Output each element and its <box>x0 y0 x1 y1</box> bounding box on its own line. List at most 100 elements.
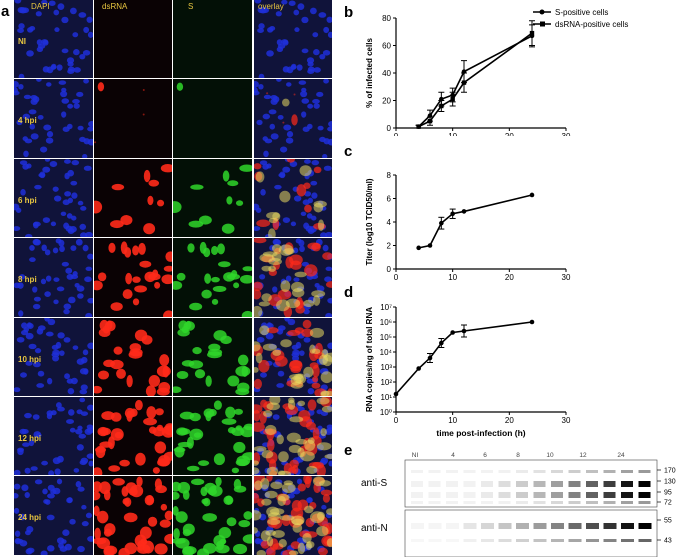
blot-band-s <box>586 481 598 487</box>
series-1-point <box>529 30 535 36</box>
blot-band-s <box>603 492 616 498</box>
blot-band-s <box>463 481 476 487</box>
blot-band-s <box>411 501 423 504</box>
blot-band-s <box>533 501 546 504</box>
blot-band-s <box>568 470 581 473</box>
rna-series-point <box>416 366 421 371</box>
panel-letter-b: b <box>344 4 354 21</box>
y-tick-label: 80 <box>382 14 391 23</box>
blot-band-s <box>621 470 633 473</box>
blot-band-s <box>428 501 441 504</box>
series-1-point <box>427 118 433 124</box>
blot-band-s <box>621 501 633 504</box>
lane-label: NI <box>412 452 419 459</box>
titer-series-point <box>439 220 444 226</box>
micrograph-s-10-hpi <box>173 317 252 396</box>
micrograph-overlay-10-hpi <box>253 317 332 396</box>
blot-band-s <box>638 501 651 504</box>
blot-band-n <box>428 523 442 529</box>
micrograph-s-ni <box>173 0 252 79</box>
series-1-point <box>450 96 455 102</box>
y-tick-label: 6 <box>387 195 392 204</box>
blot-band-s <box>621 492 633 498</box>
blot-band-n <box>446 539 459 542</box>
row-label: 6 hpi <box>18 195 37 205</box>
blot-band-s <box>551 492 563 498</box>
blot-band-n <box>638 523 652 529</box>
row-label: 10 hpi <box>18 354 42 364</box>
blot-band-s <box>603 501 616 504</box>
mw-marker: 130 <box>664 479 676 486</box>
series-1-point <box>461 80 467 85</box>
blot-band-s <box>516 481 528 487</box>
blot-band-s <box>586 470 598 473</box>
rna-series-point <box>439 340 444 346</box>
blot-band-n <box>603 523 617 529</box>
blot-band-s <box>446 470 458 473</box>
chart-rna-copies: 0 10 20 30 10⁰ 10¹ 10² 10³ 10⁴ 10⁵ 10⁶ 10⁷ RNA copie… <box>365 303 571 438</box>
micrograph-dsrna-4-hpi <box>93 79 172 158</box>
mw-marker: 72 <box>664 500 672 507</box>
y-tick-label: 20 <box>382 97 391 106</box>
anti-n-label: anti-N <box>361 523 388 534</box>
x-tick-label: 10 <box>448 273 457 281</box>
blot-band-s <box>638 481 651 487</box>
blot-band-n <box>498 539 512 542</box>
x-tick-label: 20 <box>505 132 514 136</box>
micrograph-dsrna-10-hpi <box>93 317 172 396</box>
blot-band-s <box>498 470 511 473</box>
lane-label: 8 <box>516 452 520 459</box>
rna-series-point <box>529 319 535 325</box>
row-label: 4 hpi <box>18 116 37 126</box>
y-tick-label: 10² <box>380 378 392 387</box>
blot-band-n <box>516 523 529 529</box>
micrograph-dapi-10-hpi <box>14 317 93 396</box>
row-label: 24 hpi <box>18 513 42 523</box>
blot-band-n <box>603 539 617 542</box>
blot-band-s <box>638 470 651 473</box>
x-tick-label: 30 <box>562 416 571 425</box>
micrograph-overlay-24-hpi <box>253 476 332 555</box>
blot-band-s <box>568 492 581 498</box>
micrograph-dapi-24-hpi <box>14 476 93 555</box>
x-tick-label: 0 <box>394 132 399 136</box>
micrograph-dapi-ni <box>14 0 93 79</box>
row-label: NI <box>18 37 26 46</box>
legend-marker <box>540 21 545 27</box>
micrograph-dsrna-24-hpi <box>93 476 172 555</box>
micrograph-dsrna-8-hpi <box>93 238 172 317</box>
series-1-point <box>439 103 444 109</box>
panel-letter-a: a <box>1 3 10 20</box>
micrograph-grid: NI 4 hpi 6 hpi 8 hpi 10 hpi 12 hpi 24 hpi DAPI d… <box>14 0 333 557</box>
row-label: 12 hpi <box>18 434 42 443</box>
y-tick-label: 10⁷ <box>380 303 392 312</box>
column-header: DAPI <box>31 2 50 11</box>
blot-band-n <box>621 523 634 529</box>
blot-band-s <box>411 481 423 487</box>
anti-s-label: anti-S <box>361 478 388 489</box>
y-tick-label: 10¹ <box>380 393 392 402</box>
blot-band-n <box>481 523 494 529</box>
micrograph-s-4-hpi <box>173 79 252 158</box>
blot-band-n <box>463 539 477 542</box>
blot-band-s <box>411 470 423 473</box>
y-tick-label: 60 <box>382 42 391 51</box>
y-tick-label: 8 <box>387 171 392 180</box>
lane-label: 10 <box>546 452 554 459</box>
micrograph-s-24-hpi <box>173 476 252 555</box>
blot-band-n <box>411 523 424 529</box>
micrograph-overlay-8-hpi <box>253 238 332 317</box>
y-tick-label: 0 <box>387 265 392 274</box>
y-tick-label: 40 <box>382 69 391 78</box>
x-tick-label: 20 <box>505 416 514 425</box>
y-tick-label: 10⁵ <box>380 333 392 342</box>
chart-infected-cells: 0 10 20 30 0 20 40 60 80 % of infected cells S-pos… <box>365 8 628 136</box>
mw-marker: 170 <box>664 468 676 475</box>
blot-band-s <box>428 492 441 498</box>
blot-band-s <box>481 481 493 487</box>
rna-series-point <box>427 355 433 361</box>
y-axis-title: Titer (log10 TCID50/ml) <box>365 178 374 265</box>
blot-band-s <box>551 481 563 487</box>
blot-band-s <box>446 501 458 504</box>
legend-label: dsRNA-positive cells <box>555 20 628 29</box>
